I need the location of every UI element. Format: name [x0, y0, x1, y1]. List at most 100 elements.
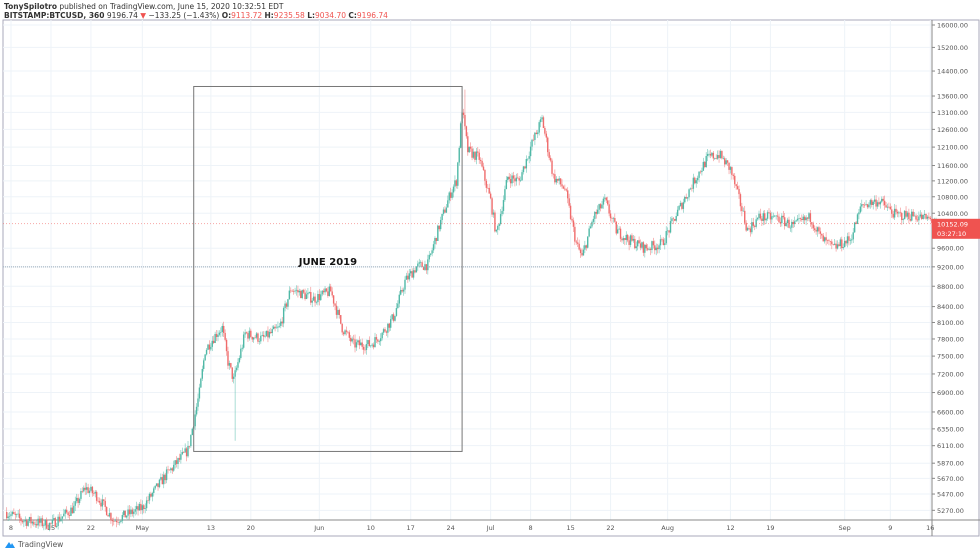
- candle-down: [140, 503, 142, 511]
- candle-up: [374, 337, 376, 348]
- candle-down: [117, 522, 119, 523]
- candle-down: [915, 215, 917, 220]
- candle-down: [619, 228, 622, 239]
- candle-up: [655, 247, 657, 251]
- x-tick-label: 19: [766, 524, 774, 532]
- candle-down: [449, 192, 452, 198]
- candle-up: [108, 513, 111, 517]
- close-label: C:: [348, 11, 357, 20]
- candle-down: [691, 188, 693, 190]
- candle-up: [853, 222, 856, 233]
- open-label: O:: [221, 11, 232, 20]
- candle-up: [17, 513, 19, 515]
- down-arrow-icon: ▼: [140, 11, 147, 20]
- candle-up: [923, 213, 926, 215]
- y-tick-label: 7200.00: [937, 370, 964, 378]
- candle-up: [729, 167, 732, 170]
- candle-down: [225, 339, 228, 352]
- candle-up: [357, 340, 359, 343]
- candle-up: [387, 323, 389, 333]
- candle-up: [173, 464, 175, 471]
- candle-down: [292, 291, 295, 292]
- candle-up: [301, 290, 303, 299]
- candle-down: [732, 174, 735, 176]
- candle-down: [231, 367, 233, 379]
- candle-up: [138, 503, 141, 511]
- candle-down: [425, 264, 428, 271]
- close-value: 9196.74: [356, 11, 388, 20]
- candle-up: [242, 334, 245, 348]
- y-tick-label: 8400.00: [937, 303, 964, 311]
- candle-down: [491, 198, 493, 215]
- candle-down: [595, 211, 597, 214]
- candle-down: [455, 180, 458, 186]
- candle-down: [489, 193, 492, 199]
- y-tick-label: 7800.00: [937, 335, 964, 343]
- candle-up: [44, 519, 46, 526]
- candle-up: [675, 216, 677, 221]
- candle-down: [215, 333, 218, 337]
- publish-text: published on TradingView.com, June 15, 2…: [59, 2, 284, 11]
- candle-up: [294, 290, 296, 292]
- candle-down: [875, 199, 877, 207]
- candle-down: [825, 237, 827, 241]
- candle-down: [741, 206, 743, 212]
- candle-down: [575, 241, 577, 243]
- y-tick-label: 11600.00: [937, 162, 968, 170]
- candle-up: [427, 259, 429, 271]
- candle-down: [738, 188, 740, 195]
- candle-down: [813, 228, 816, 230]
- candle-up: [725, 160, 727, 165]
- candle-up: [671, 218, 673, 222]
- candle-down: [628, 240, 630, 245]
- candle-down: [104, 500, 106, 507]
- candle-up: [756, 217, 759, 220]
- candle-up: [288, 290, 291, 300]
- candle-down: [855, 222, 857, 225]
- candle-up: [184, 448, 186, 453]
- tradingview-logo[interactable]: TradingView: [4, 540, 63, 549]
- candle-down: [885, 205, 887, 208]
- candle-up: [441, 213, 443, 220]
- candle-down: [735, 184, 737, 187]
- candle-up: [53, 518, 55, 520]
- candle-down: [494, 212, 496, 232]
- candle-down: [350, 337, 352, 342]
- candle-down: [908, 212, 910, 220]
- candle-up: [298, 290, 301, 293]
- candle-up: [305, 294, 308, 299]
- author[interactable]: TonySpilotro: [4, 2, 58, 11]
- candle-down: [250, 330, 252, 337]
- candle-up: [415, 266, 418, 273]
- candle-down: [30, 517, 32, 524]
- candle-down: [91, 486, 94, 494]
- candle-up: [260, 335, 262, 342]
- candle-down: [608, 204, 610, 214]
- candle-up: [531, 139, 533, 147]
- candle-up: [869, 200, 872, 205]
- candle-up: [405, 275, 408, 280]
- candle-down: [358, 340, 361, 346]
- candle-up: [588, 228, 590, 237]
- candle-down: [709, 153, 712, 156]
- candle-up: [85, 487, 88, 490]
- candle-down: [545, 133, 548, 138]
- candle-down: [764, 213, 766, 221]
- candle-up: [370, 345, 372, 347]
- candle-up: [492, 212, 495, 215]
- candle-down: [818, 227, 820, 232]
- candle-down: [388, 323, 390, 328]
- candle-up: [371, 344, 373, 346]
- candle-down: [681, 202, 683, 209]
- candle-up: [881, 198, 883, 202]
- candle-up: [197, 398, 199, 407]
- candle-up: [521, 172, 523, 181]
- candle-down: [822, 235, 824, 242]
- candle-down: [45, 519, 48, 529]
- candle-up: [258, 341, 261, 342]
- candle-up: [664, 243, 666, 246]
- candle-up: [798, 218, 800, 219]
- candle-up: [636, 240, 639, 247]
- candle-up: [419, 262, 422, 263]
